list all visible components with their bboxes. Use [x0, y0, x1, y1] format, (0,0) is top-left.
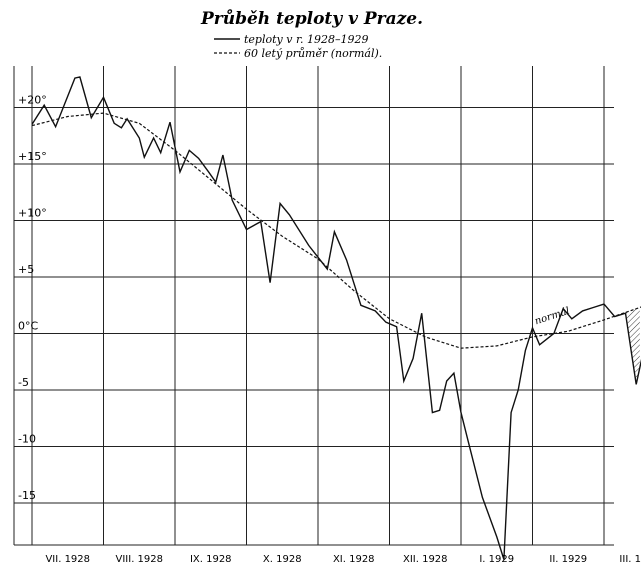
grid [13, 66, 614, 546]
x-tick-label: IX. 1928 [190, 554, 232, 565]
y-tick-label: +15° [18, 150, 47, 163]
series-lines [31, 76, 641, 560]
y-tick-label: +20° [18, 94, 47, 107]
legend-label-normal: 60 letý průměr (normál). [244, 47, 382, 60]
y-tick-label: -15 [18, 489, 36, 502]
annotations: normál [534, 306, 572, 328]
series-line-normal [31, 112, 641, 349]
chart-title: Průběh teploty v Praze. [200, 8, 423, 29]
x-tick-label: VII. 1928 [45, 554, 90, 565]
x-tick-label: I. 1929 [479, 554, 514, 565]
y-tick-label: +10° [18, 207, 47, 220]
x-tick-label: X. 1928 [263, 554, 302, 565]
fill-below-normal [614, 307, 640, 385]
y-axis-ticks: +20° +15° +10° +5 0°C -5 -10 -15 [18, 94, 47, 503]
y-tick-label: 0°C [18, 320, 38, 333]
deviation-fills [614, 307, 640, 385]
x-tick-label: XI. 1928 [333, 554, 375, 565]
annotation-label: normál [534, 306, 572, 328]
x-tick-label: VIII. 1928 [116, 554, 164, 565]
x-tick-label: XII. 1928 [403, 554, 448, 565]
y-tick-label: -5 [18, 376, 29, 389]
series-line-1928-1929 [31, 76, 641, 560]
y-tick-label: -10 [18, 433, 36, 446]
x-axis-ticks: VII. 1928 VIII. 1928 IX. 1928 X. 1928 XI. 19… [45, 554, 641, 565]
legend: teploty v r. 1928–1929 60 letý průměr (n… [214, 33, 382, 60]
x-tick-label: II. 1929 [549, 554, 587, 565]
y-tick-label: +5 [18, 263, 34, 276]
x-tick-label: III. 1929 [619, 554, 641, 565]
legend-label-current: teploty v r. 1928–1929 [244, 33, 369, 46]
